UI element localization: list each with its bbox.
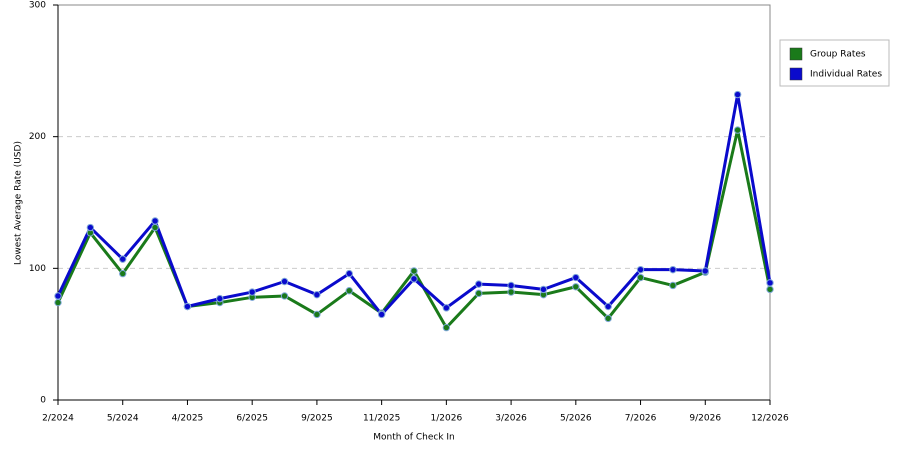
data-point bbox=[410, 267, 418, 275]
data-point bbox=[572, 273, 580, 282]
data-point bbox=[507, 288, 515, 296]
y-tick-label: 300 bbox=[29, 1, 46, 11]
data-point bbox=[345, 287, 353, 295]
x-tick-label: 9/2026 bbox=[689, 414, 721, 424]
data-point bbox=[604, 302, 612, 311]
legend-label: Group Rates bbox=[810, 50, 866, 60]
y-tick-label: 0 bbox=[40, 396, 46, 406]
x-tick-label: 11/2025 bbox=[363, 414, 400, 424]
data-point bbox=[572, 283, 580, 291]
data-point bbox=[442, 304, 451, 312]
data-point bbox=[86, 223, 95, 232]
data-point bbox=[313, 310, 321, 319]
data-point bbox=[377, 310, 386, 319]
data-point bbox=[604, 314, 612, 323]
data-point bbox=[151, 217, 159, 225]
y-axis-label: Lowest Average Rate (USD) bbox=[14, 141, 24, 265]
data-point bbox=[410, 275, 418, 283]
data-point bbox=[475, 289, 483, 298]
data-point bbox=[442, 323, 451, 332]
data-point bbox=[636, 273, 645, 282]
x-tick-label: 12/2026 bbox=[751, 414, 789, 424]
plot-area bbox=[57, 4, 771, 401]
data-point bbox=[119, 255, 127, 263]
x-tick-label: 4/2025 bbox=[172, 414, 204, 424]
legend-swatch bbox=[789, 67, 803, 81]
data-point bbox=[636, 265, 645, 274]
data-point bbox=[54, 292, 62, 300]
data-point bbox=[733, 90, 742, 99]
data-point bbox=[54, 298, 62, 307]
data-point bbox=[345, 269, 353, 278]
x-tick-label: 3/2026 bbox=[495, 414, 527, 424]
data-point bbox=[119, 269, 127, 278]
x-tick-label: 2/2024 bbox=[42, 414, 74, 424]
x-tick-label: 5/2024 bbox=[107, 414, 139, 424]
data-point bbox=[733, 126, 742, 134]
data-point bbox=[216, 294, 224, 303]
data-point bbox=[539, 285, 548, 294]
data-point bbox=[669, 281, 677, 290]
data-point bbox=[183, 302, 192, 311]
data-point bbox=[701, 267, 709, 275]
data-point bbox=[507, 281, 515, 290]
x-tick-label: 6/2025 bbox=[236, 414, 268, 424]
data-point bbox=[766, 285, 774, 294]
legend-swatch bbox=[789, 47, 803, 61]
x-tick-label: 9/2025 bbox=[301, 414, 333, 424]
x-tick-label: 1/2026 bbox=[431, 414, 463, 424]
data-point bbox=[669, 265, 677, 274]
y-tick-label: 100 bbox=[29, 264, 46, 274]
data-point bbox=[280, 277, 289, 286]
x-tick-label: 7/2026 bbox=[625, 414, 657, 424]
y-tick-label: 200 bbox=[29, 132, 46, 142]
data-point bbox=[475, 280, 483, 288]
legend-label: Individual Rates bbox=[810, 70, 882, 80]
data-point bbox=[313, 290, 321, 299]
x-axis-label: Month of Check In bbox=[373, 433, 455, 443]
x-tick-label: 5/2026 bbox=[560, 414, 592, 424]
data-point bbox=[766, 279, 774, 287]
data-point bbox=[248, 288, 256, 296]
data-point bbox=[151, 223, 159, 232]
data-point bbox=[280, 292, 289, 300]
